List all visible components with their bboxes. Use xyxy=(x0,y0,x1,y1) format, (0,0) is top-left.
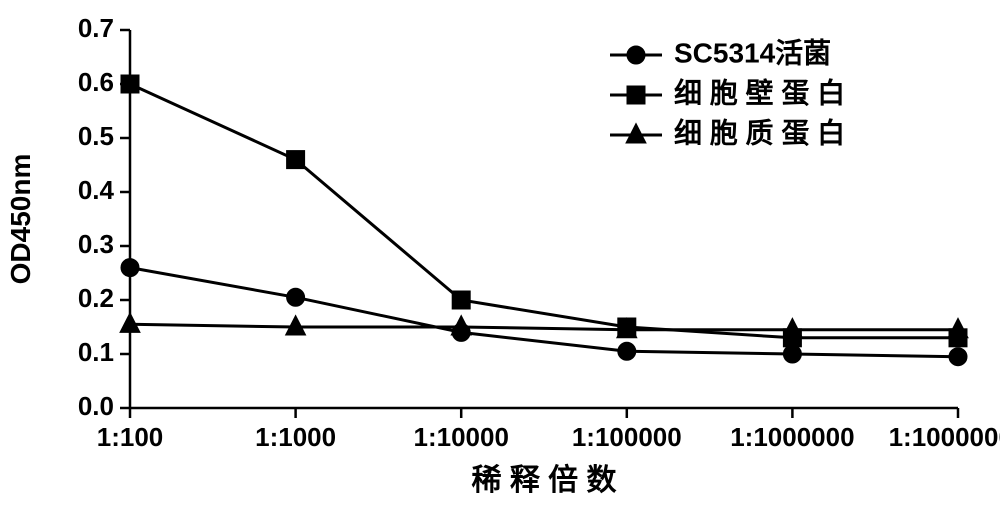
y-tick-label: 0.3 xyxy=(78,229,114,259)
circle-marker-icon xyxy=(627,46,645,64)
y-tick-label: 0.2 xyxy=(78,283,114,313)
square-marker-icon xyxy=(287,151,305,169)
y-tick-label: 0.0 xyxy=(78,391,114,421)
y-axis-title: OD450nm xyxy=(5,154,36,285)
triangle-marker-icon xyxy=(948,318,968,338)
triangle-marker-icon xyxy=(451,316,471,336)
triangle-marker-icon xyxy=(120,313,140,333)
x-tick-label: 1:10000 xyxy=(413,422,508,452)
triangle-marker-icon xyxy=(626,124,646,144)
circle-marker-icon xyxy=(287,288,305,306)
legend-label-2: 细 胞 质 蛋 白 xyxy=(674,116,845,148)
y-tick-label: 0.7 xyxy=(78,13,114,43)
chart-container: { "chart": { "type": "line", "background… xyxy=(0,0,1000,520)
circle-marker-icon xyxy=(618,342,636,360)
legend-label-0: SC5314活菌 xyxy=(674,37,831,68)
legend-label-1: 细 胞 壁 蛋 白 xyxy=(674,76,845,108)
x-tick-label: 1:1000 xyxy=(255,422,336,452)
square-marker-icon xyxy=(121,75,139,93)
x-tick-label: 1:1000000 xyxy=(730,422,854,452)
x-tick-label: 1:10000000 xyxy=(889,422,1000,452)
line-chart: 0.0 0.1 0.2 0.3 0.4 0.5 0.6 0.7 1:100 1:1000 1:100… xyxy=(0,0,1000,520)
square-marker-icon xyxy=(452,291,470,309)
square-marker-icon xyxy=(627,86,645,104)
legend: SC5314活菌细 胞 壁 蛋 白细 胞 质 蛋 白 xyxy=(610,37,845,148)
series-line-2 xyxy=(130,324,958,329)
y-tick-label: 0.4 xyxy=(78,175,115,205)
series-1 xyxy=(121,75,967,347)
circle-marker-icon xyxy=(783,345,801,363)
circle-marker-icon xyxy=(949,348,967,366)
x-tick-label: 1:100 xyxy=(97,422,164,452)
y-tick-label: 0.6 xyxy=(78,67,114,97)
y-tick-label: 0.5 xyxy=(78,121,114,151)
triangle-marker-icon xyxy=(286,316,306,336)
y-tick-label: 0.1 xyxy=(78,337,114,367)
x-tick-label: 1:100000 xyxy=(572,422,682,452)
circle-marker-icon xyxy=(121,259,139,277)
series-2 xyxy=(120,313,968,338)
triangle-marker-icon xyxy=(782,318,802,338)
x-axis-title: 稀 释 倍 数 xyxy=(471,463,617,497)
